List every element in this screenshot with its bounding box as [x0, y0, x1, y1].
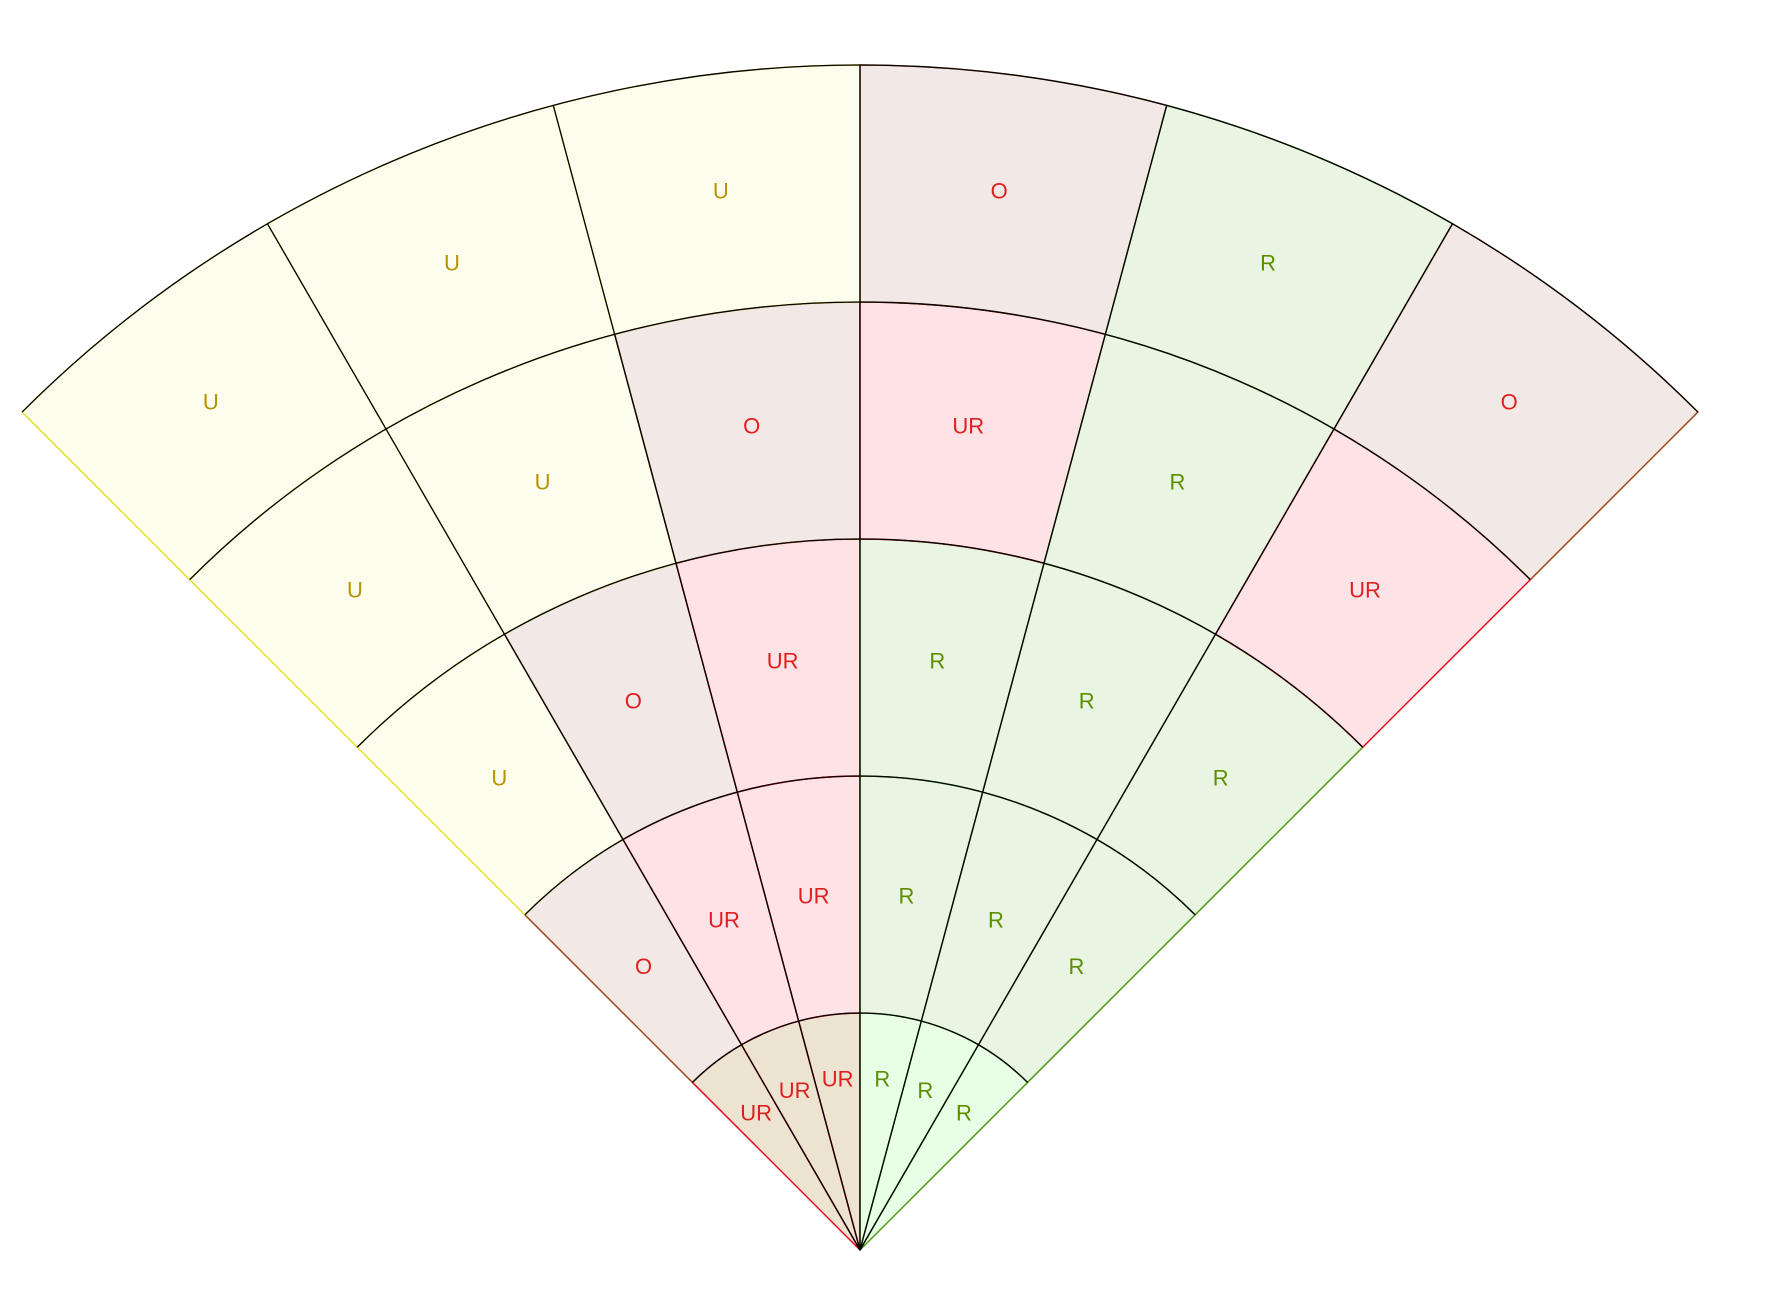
cell-label-fourth-6: UR [1349, 578, 1381, 603]
cell-label-second-2: UR [708, 907, 740, 932]
cell-label-outer-5: R [1260, 251, 1276, 276]
cell-label-inner-4: R [874, 1067, 890, 1092]
cell-label-inner-2: UR [779, 1078, 811, 1103]
cell-label-third-3: UR [767, 648, 799, 673]
cell-label-fourth-4: UR [952, 413, 984, 438]
cell-label-outer-1: U [203, 390, 219, 415]
cell-label-outer-4: O [991, 178, 1008, 203]
cell-label-outer-6: O [1501, 390, 1518, 415]
cell-label-third-1: U [491, 766, 507, 791]
cell-label-third-2: O [625, 688, 642, 713]
cell-label-inner-3: UR [822, 1067, 854, 1092]
cell-label-second-5: R [988, 907, 1004, 932]
radial-line-4 [859, 105, 1168, 1251]
cell-label-inner-6: R [956, 1100, 972, 1125]
cell-label-fourth-3: O [743, 413, 760, 438]
cell-label-third-6: R [1213, 766, 1229, 791]
cell-label-inner-5: R [917, 1078, 933, 1103]
cell-label-third-4: R [929, 648, 945, 673]
radial-line-5 [859, 223, 1454, 1251]
cell-label-second-3: UR [798, 883, 830, 908]
cell-label-outer-2: U [444, 251, 460, 276]
cell-label-second-6: R [1068, 954, 1084, 979]
cell-label-fourth-2: U [535, 469, 551, 494]
radial-line-1 [266, 223, 861, 1251]
cell-label-outer-3: U [713, 178, 729, 203]
radial-line-2 [552, 105, 861, 1251]
cell-label-fourth-1: U [347, 578, 363, 603]
cell-label-third-5: R [1079, 688, 1095, 713]
cell-label-second-1: O [635, 954, 652, 979]
diagram-gridlines [21, 64, 1699, 1251]
cell-label-second-4: R [898, 883, 914, 908]
cell-label-inner-1: UR [740, 1100, 772, 1125]
cell-label-fourth-5: R [1169, 469, 1185, 494]
